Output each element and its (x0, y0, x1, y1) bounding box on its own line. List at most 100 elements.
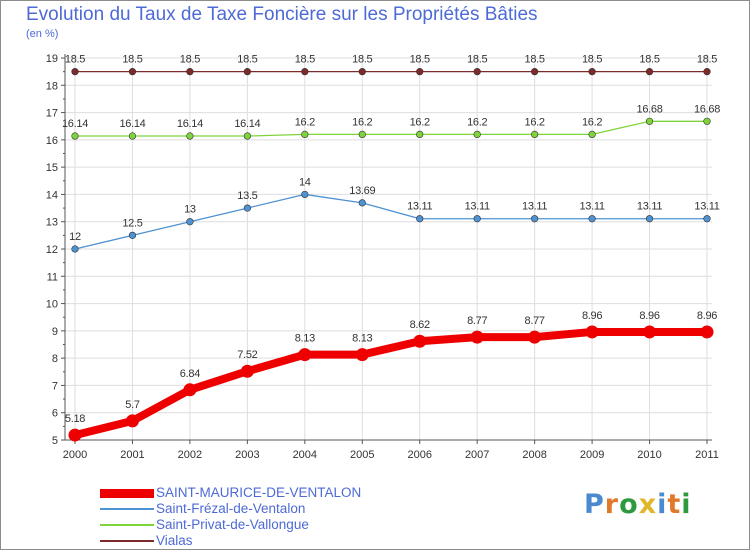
data-label-0: 8.13 (295, 333, 315, 345)
data-point-2 (645, 117, 654, 125)
legend-item: Vialas (100, 533, 361, 549)
data-label-1: 13.11 (694, 201, 719, 213)
y-tick-label: 17 (46, 108, 58, 120)
data-point-3 (71, 68, 79, 76)
data-point-3 (645, 68, 654, 76)
y-tick-label: 12 (46, 244, 58, 256)
proxiti-logo: Proxiti (584, 489, 692, 520)
data-point-0 (183, 383, 197, 397)
unit-label: (en %) (26, 28, 59, 40)
data-point-3 (531, 68, 539, 76)
data-label-2: 16.14 (119, 118, 145, 130)
data-point-0 (125, 414, 139, 428)
data-point-1 (243, 204, 251, 212)
x-tick-label: 2004 (293, 449, 317, 461)
data-label-1: 13.11 (407, 201, 432, 213)
data-label-0: 8.77 (467, 315, 487, 327)
legend-swatch (100, 488, 154, 498)
data-point-1 (473, 215, 481, 223)
legend-swatch (100, 524, 154, 526)
y-tick-label: 8 (52, 353, 58, 365)
data-label-1: 14 (299, 176, 311, 188)
data-label-2: 16.2 (295, 116, 315, 128)
series-line-2 (74, 120, 708, 137)
logo-letter: i (681, 489, 692, 520)
x-tick-label: 2009 (580, 449, 604, 461)
data-label-3: 18.5 (295, 54, 315, 66)
x-tick-label: 2006 (407, 449, 431, 461)
logo-letter: i (657, 489, 668, 520)
data-label-3: 18.5 (180, 54, 200, 66)
data-point-0 (355, 348, 369, 362)
data-label-0: 8.96 (582, 310, 602, 322)
data-point-2 (358, 130, 366, 138)
data-point-1 (645, 215, 654, 223)
data-label-3: 18.5 (352, 54, 372, 66)
y-tick-label: 13 (46, 217, 58, 229)
data-point-2 (186, 132, 194, 140)
data-point-3 (473, 68, 481, 76)
y-tick-label: 18 (46, 80, 58, 92)
data-point-2 (301, 130, 309, 138)
data-label-1: 12.5 (122, 217, 142, 229)
data-label-2: 16.2 (410, 116, 430, 128)
data-point-0 (413, 334, 427, 348)
data-point-3 (588, 68, 596, 76)
logo-letter: t (667, 489, 682, 520)
data-point-2 (243, 132, 251, 140)
data-point-1 (703, 215, 711, 223)
data-point-0 (298, 348, 312, 362)
data-label-3: 18.5 (65, 54, 85, 66)
y-tick-label: 10 (46, 299, 58, 311)
x-tick-label: 2008 (522, 449, 546, 461)
y-tick-label: 15 (46, 162, 58, 174)
y-tick-label: 5 (52, 435, 58, 447)
x-tick-label: 2011 (695, 449, 719, 461)
data-point-3 (358, 68, 366, 76)
data-point-3 (416, 68, 424, 76)
data-point-0 (528, 330, 542, 344)
data-point-3 (243, 68, 251, 76)
legend-item: Saint-Privat-de-Vallongue (100, 517, 361, 533)
data-label-2: 16.14 (62, 118, 88, 130)
data-point-0 (700, 325, 714, 339)
data-label-0: 5.7 (125, 399, 140, 411)
x-tick-label: 2000 (63, 449, 87, 461)
data-point-2 (473, 130, 481, 138)
data-label-3: 18.5 (410, 54, 430, 66)
plot-area (65, 54, 712, 440)
legend-item: SAINT-MAURICE-DE-VENTALON (100, 485, 361, 501)
chart-legend: SAINT-MAURICE-DE-VENTALON Saint-Frézal-de… (100, 485, 361, 549)
logo-letter: r (604, 489, 620, 520)
data-label-1: 13.5 (237, 190, 257, 202)
x-tick-label: 2007 (465, 449, 489, 461)
data-point-2 (128, 132, 137, 140)
data-point-2 (531, 130, 539, 138)
data-point-1 (128, 231, 137, 239)
data-label-3: 18.5 (525, 54, 545, 66)
y-tick-label: 19 (46, 53, 58, 65)
data-point-1 (588, 215, 596, 223)
data-point-3 (128, 68, 137, 76)
data-label-1: 13.11 (579, 201, 604, 213)
data-point-1 (186, 218, 194, 226)
data-label-0: 8.96 (639, 310, 659, 322)
data-label-0: 6.84 (180, 368, 200, 380)
data-point-0 (68, 428, 82, 442)
data-label-1: 12 (69, 231, 81, 243)
data-point-2 (588, 130, 596, 138)
logo-letter: o (619, 489, 639, 520)
data-label-2: 16.14 (234, 118, 260, 130)
data-label-3: 18.5 (697, 54, 717, 66)
x-tick-label: 2001 (120, 449, 144, 461)
data-label-0: 8.96 (697, 310, 717, 322)
legend-swatch (100, 540, 154, 542)
data-label-3: 18.5 (237, 54, 257, 66)
series-line-0 (71, 327, 711, 440)
series-line-1 (74, 193, 708, 250)
data-point-0 (643, 325, 657, 339)
y-tick-label: 11 (47, 271, 58, 283)
data-label-1: 13.69 (349, 185, 375, 197)
data-label-3: 18.5 (582, 54, 602, 66)
